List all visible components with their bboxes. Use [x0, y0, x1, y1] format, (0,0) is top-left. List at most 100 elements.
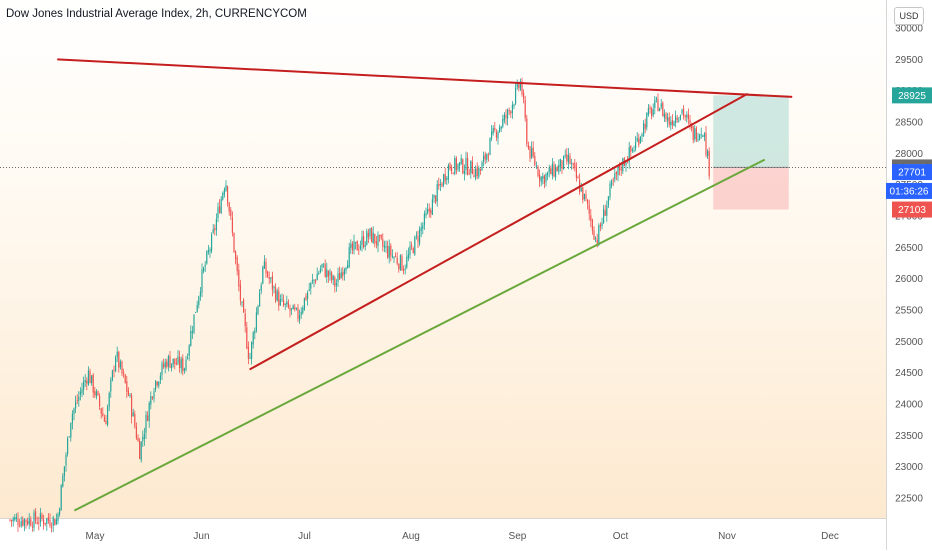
- candle: [145, 414, 147, 433]
- candle: [494, 128, 496, 131]
- candle: [457, 164, 459, 170]
- candle: [527, 145, 529, 149]
- candle: [271, 276, 273, 290]
- candle: [617, 166, 619, 175]
- candle: [646, 113, 648, 128]
- candle: [155, 380, 157, 390]
- price-tick-label: 22500: [895, 494, 923, 505]
- candle: [683, 108, 685, 116]
- candle: [539, 174, 541, 181]
- plot-area[interactable]: [0, 0, 886, 518]
- candle: [433, 194, 435, 199]
- candle: [275, 287, 277, 301]
- candle: [705, 132, 707, 156]
- candle: [44, 522, 46, 524]
- candle: [270, 277, 272, 279]
- candle: [407, 254, 409, 258]
- candle: [206, 251, 208, 264]
- candle: [177, 356, 179, 364]
- candle: [355, 242, 357, 244]
- candle: [577, 177, 579, 179]
- candle: [547, 172, 549, 176]
- candle: [323, 263, 325, 265]
- candle: [244, 313, 246, 327]
- candle: [543, 175, 545, 184]
- candle: [694, 128, 696, 140]
- candle: [124, 374, 126, 383]
- candle: [499, 127, 501, 132]
- candle: [70, 422, 72, 438]
- candle: [212, 229, 214, 233]
- candle: [209, 249, 211, 252]
- candle: [278, 291, 280, 306]
- candle: [684, 115, 686, 117]
- candle: [475, 168, 477, 179]
- candle: [593, 230, 595, 240]
- candle: [129, 394, 131, 397]
- candle: [652, 109, 654, 116]
- price-tick-label: 28500: [895, 118, 923, 129]
- candle: [107, 406, 109, 426]
- candle: [708, 151, 710, 177]
- time-axis[interactable]: [0, 518, 886, 551]
- candle: [678, 120, 680, 122]
- candle: [71, 413, 73, 424]
- candle: [519, 81, 521, 90]
- candle: [139, 441, 141, 459]
- candle: [695, 128, 697, 141]
- candle: [395, 256, 397, 258]
- price-tick-label: 24000: [895, 400, 923, 411]
- candle: [284, 303, 286, 305]
- candle: [150, 396, 152, 405]
- candle: [559, 158, 561, 167]
- candle: [553, 164, 555, 177]
- candle: [191, 330, 193, 333]
- candle: [14, 517, 16, 521]
- candle: [54, 519, 56, 526]
- candle: [460, 158, 462, 164]
- candle: [46, 518, 48, 524]
- candle: [518, 84, 520, 88]
- candle: [60, 485, 62, 511]
- candle: [515, 87, 517, 104]
- candle: [337, 273, 339, 282]
- candle: [510, 111, 512, 114]
- candle: [511, 104, 513, 114]
- candle: [582, 187, 584, 201]
- candle: [127, 390, 129, 396]
- candle: [315, 280, 317, 282]
- price-badge: [892, 87, 932, 104]
- candle: [281, 299, 283, 301]
- price-badge: [892, 164, 932, 181]
- candle: [39, 512, 41, 523]
- candle: [169, 356, 171, 368]
- candle: [470, 160, 472, 173]
- candle: [377, 234, 379, 247]
- candle: [647, 108, 649, 115]
- candle: [294, 307, 296, 310]
- candle: [583, 193, 585, 200]
- candle: [131, 395, 133, 417]
- candle: [513, 104, 515, 107]
- candle: [223, 189, 225, 195]
- candle: [81, 389, 83, 394]
- candle: [411, 244, 413, 247]
- currency-button[interactable]: USD: [894, 7, 924, 25]
- candle: [495, 131, 497, 138]
- candle: [567, 154, 569, 163]
- candle: [159, 375, 161, 381]
- candle: [487, 155, 489, 157]
- candle: [483, 155, 485, 162]
- time-tick-label: Jun: [193, 531, 209, 542]
- candle: [22, 519, 24, 526]
- candle: [59, 509, 61, 515]
- candle: [239, 284, 241, 301]
- candle: [353, 241, 355, 251]
- candle: [659, 108, 661, 112]
- candle: [295, 308, 297, 310]
- price-tick-label: 29500: [895, 55, 923, 66]
- candle: [419, 229, 421, 244]
- candle: [657, 99, 659, 112]
- candle: [28, 518, 30, 525]
- candle: [23, 519, 25, 526]
